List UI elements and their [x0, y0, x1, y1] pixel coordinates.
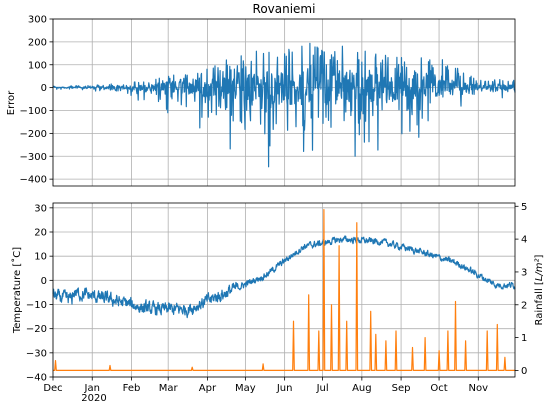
month-x-tick-label: Jul [316, 383, 329, 394]
month-x-tick-label: Sep [392, 383, 411, 394]
error-y-tick-label: −300 [20, 152, 47, 163]
error-y-tick-label: −100 [20, 106, 47, 117]
temperature-y-tick-label: −20 [26, 324, 47, 335]
rainfall-y-tick-label: 3 [521, 267, 527, 278]
error-y-tick-label: −400 [20, 175, 47, 186]
temperature-line [52, 235, 516, 319]
temperature-y-tick-label: 0 [41, 276, 47, 287]
month-x-tick-label: Apr [199, 383, 217, 394]
month-x-tick-label: Nov [469, 383, 489, 394]
rainfall-y-ticks: 5 4 3 2 1 0 [515, 202, 527, 377]
rainfall-series [53, 209, 515, 371]
temperature-y-ticks: 30 20 10 0 −10 −20 −30 −40 [26, 203, 53, 384]
weather-axes-frame [52, 202, 516, 378]
month-x-tick-label: Feb [123, 383, 141, 394]
month-x-tick-label: Oct [430, 383, 447, 394]
weather-gridlines [52, 203, 515, 378]
rainfall-line [53, 209, 515, 371]
error-y-tick-label: 0 [41, 83, 47, 94]
month-x-tick-label: Mar [159, 383, 179, 394]
rainfall-y-tick-label: 5 [521, 202, 527, 213]
error-panel: Rovaniemi 300 200 100 0 −100 −200 −300 −400 Err… [6, 2, 516, 187]
year-sublabel: 2020 [81, 393, 106, 404]
month-x-tick-label: Jan [84, 383, 100, 394]
temperature-y-tick-label: 10 [34, 252, 47, 263]
error-y-ticks: 300 200 100 0 −100 −200 −300 −400 [20, 15, 53, 186]
month-x-tick-label: Aug [352, 383, 372, 394]
error-y-tick-label: 200 [28, 37, 47, 48]
temperature-y-tick-label: −40 [26, 373, 47, 384]
error-series [52, 42, 516, 168]
rainfall-y-tick-label: 0 [521, 366, 527, 377]
temperature-series [52, 235, 516, 319]
error-y-tick-label: −200 [20, 129, 47, 140]
error-line [52, 42, 516, 168]
rainfall-y-tick-label: 1 [521, 333, 527, 344]
rainfall-y-tick-label: 4 [521, 235, 527, 246]
rainfall-y-label: Rainfall [L/m²] [534, 254, 545, 325]
month-x-tick-label: Jun [276, 383, 293, 394]
error-y-tick-label: 300 [28, 15, 47, 26]
month-x-tick-label: May [235, 383, 256, 394]
error-y-label: Error [6, 90, 17, 115]
month-x-ticks: Dec Jan Feb Mar Apr May Jun Jul Aug Sep Oct Nov [43, 377, 488, 394]
rainfall-unit: L/m² [534, 258, 545, 281]
temperature-y-tick-label: 30 [34, 203, 47, 214]
rainfall-y-tick-label: 2 [521, 300, 527, 311]
error-gridlines [52, 18, 515, 186]
temperature-y-tick-label: −30 [26, 348, 47, 359]
chart-title: Rovaniemi [253, 2, 316, 16]
temperature-y-tick-label: 20 [34, 228, 47, 239]
error-axes-frame [52, 18, 516, 187]
month-x-tick-label: Dec [43, 383, 62, 394]
temperature-y-tick-label: −10 [26, 300, 47, 311]
error-y-tick-label: 100 [28, 60, 47, 71]
temperature-y-label: Temperature [˚C] [11, 247, 23, 334]
